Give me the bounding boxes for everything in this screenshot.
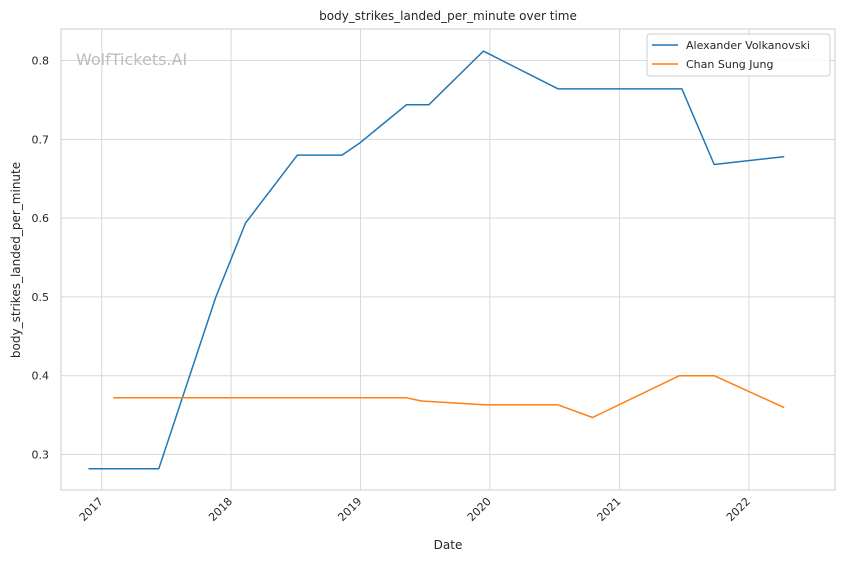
y-tick-label: 0.8: [32, 55, 50, 68]
legend-label-jung: Chan Sung Jung: [686, 58, 773, 71]
plot-frame: [60, 28, 836, 491]
series-line-volkanovski: [88, 50, 785, 470]
legend: Alexander Volkanovski Chan Sung Jung: [646, 33, 831, 77]
series-line-jung: [113, 374, 785, 419]
y-tick-label: 0.6: [32, 212, 50, 225]
y-tick-label: 0.4: [32, 370, 50, 383]
y-axis-label: body_strikes_landed_per_minute: [9, 162, 23, 358]
legend-label-volkanovski: Alexander Volkanovski: [686, 39, 810, 52]
chart-title: body_strikes_landed_per_minute over time: [319, 9, 577, 23]
legend-box: [646, 33, 831, 77]
watermark-text: WolfTickets.AI: [76, 50, 187, 69]
series-lines: [88, 50, 785, 470]
y-tick-label: 0.3: [32, 449, 50, 462]
grid: [61, 29, 835, 490]
y-tick-labels: 0.3 0.4 0.5 0.6 0.7 0.8: [32, 55, 50, 462]
x-axis-label: Date: [434, 538, 463, 552]
y-tick-label: 0.5: [32, 291, 50, 304]
y-tick-label: 0.7: [32, 133, 50, 146]
